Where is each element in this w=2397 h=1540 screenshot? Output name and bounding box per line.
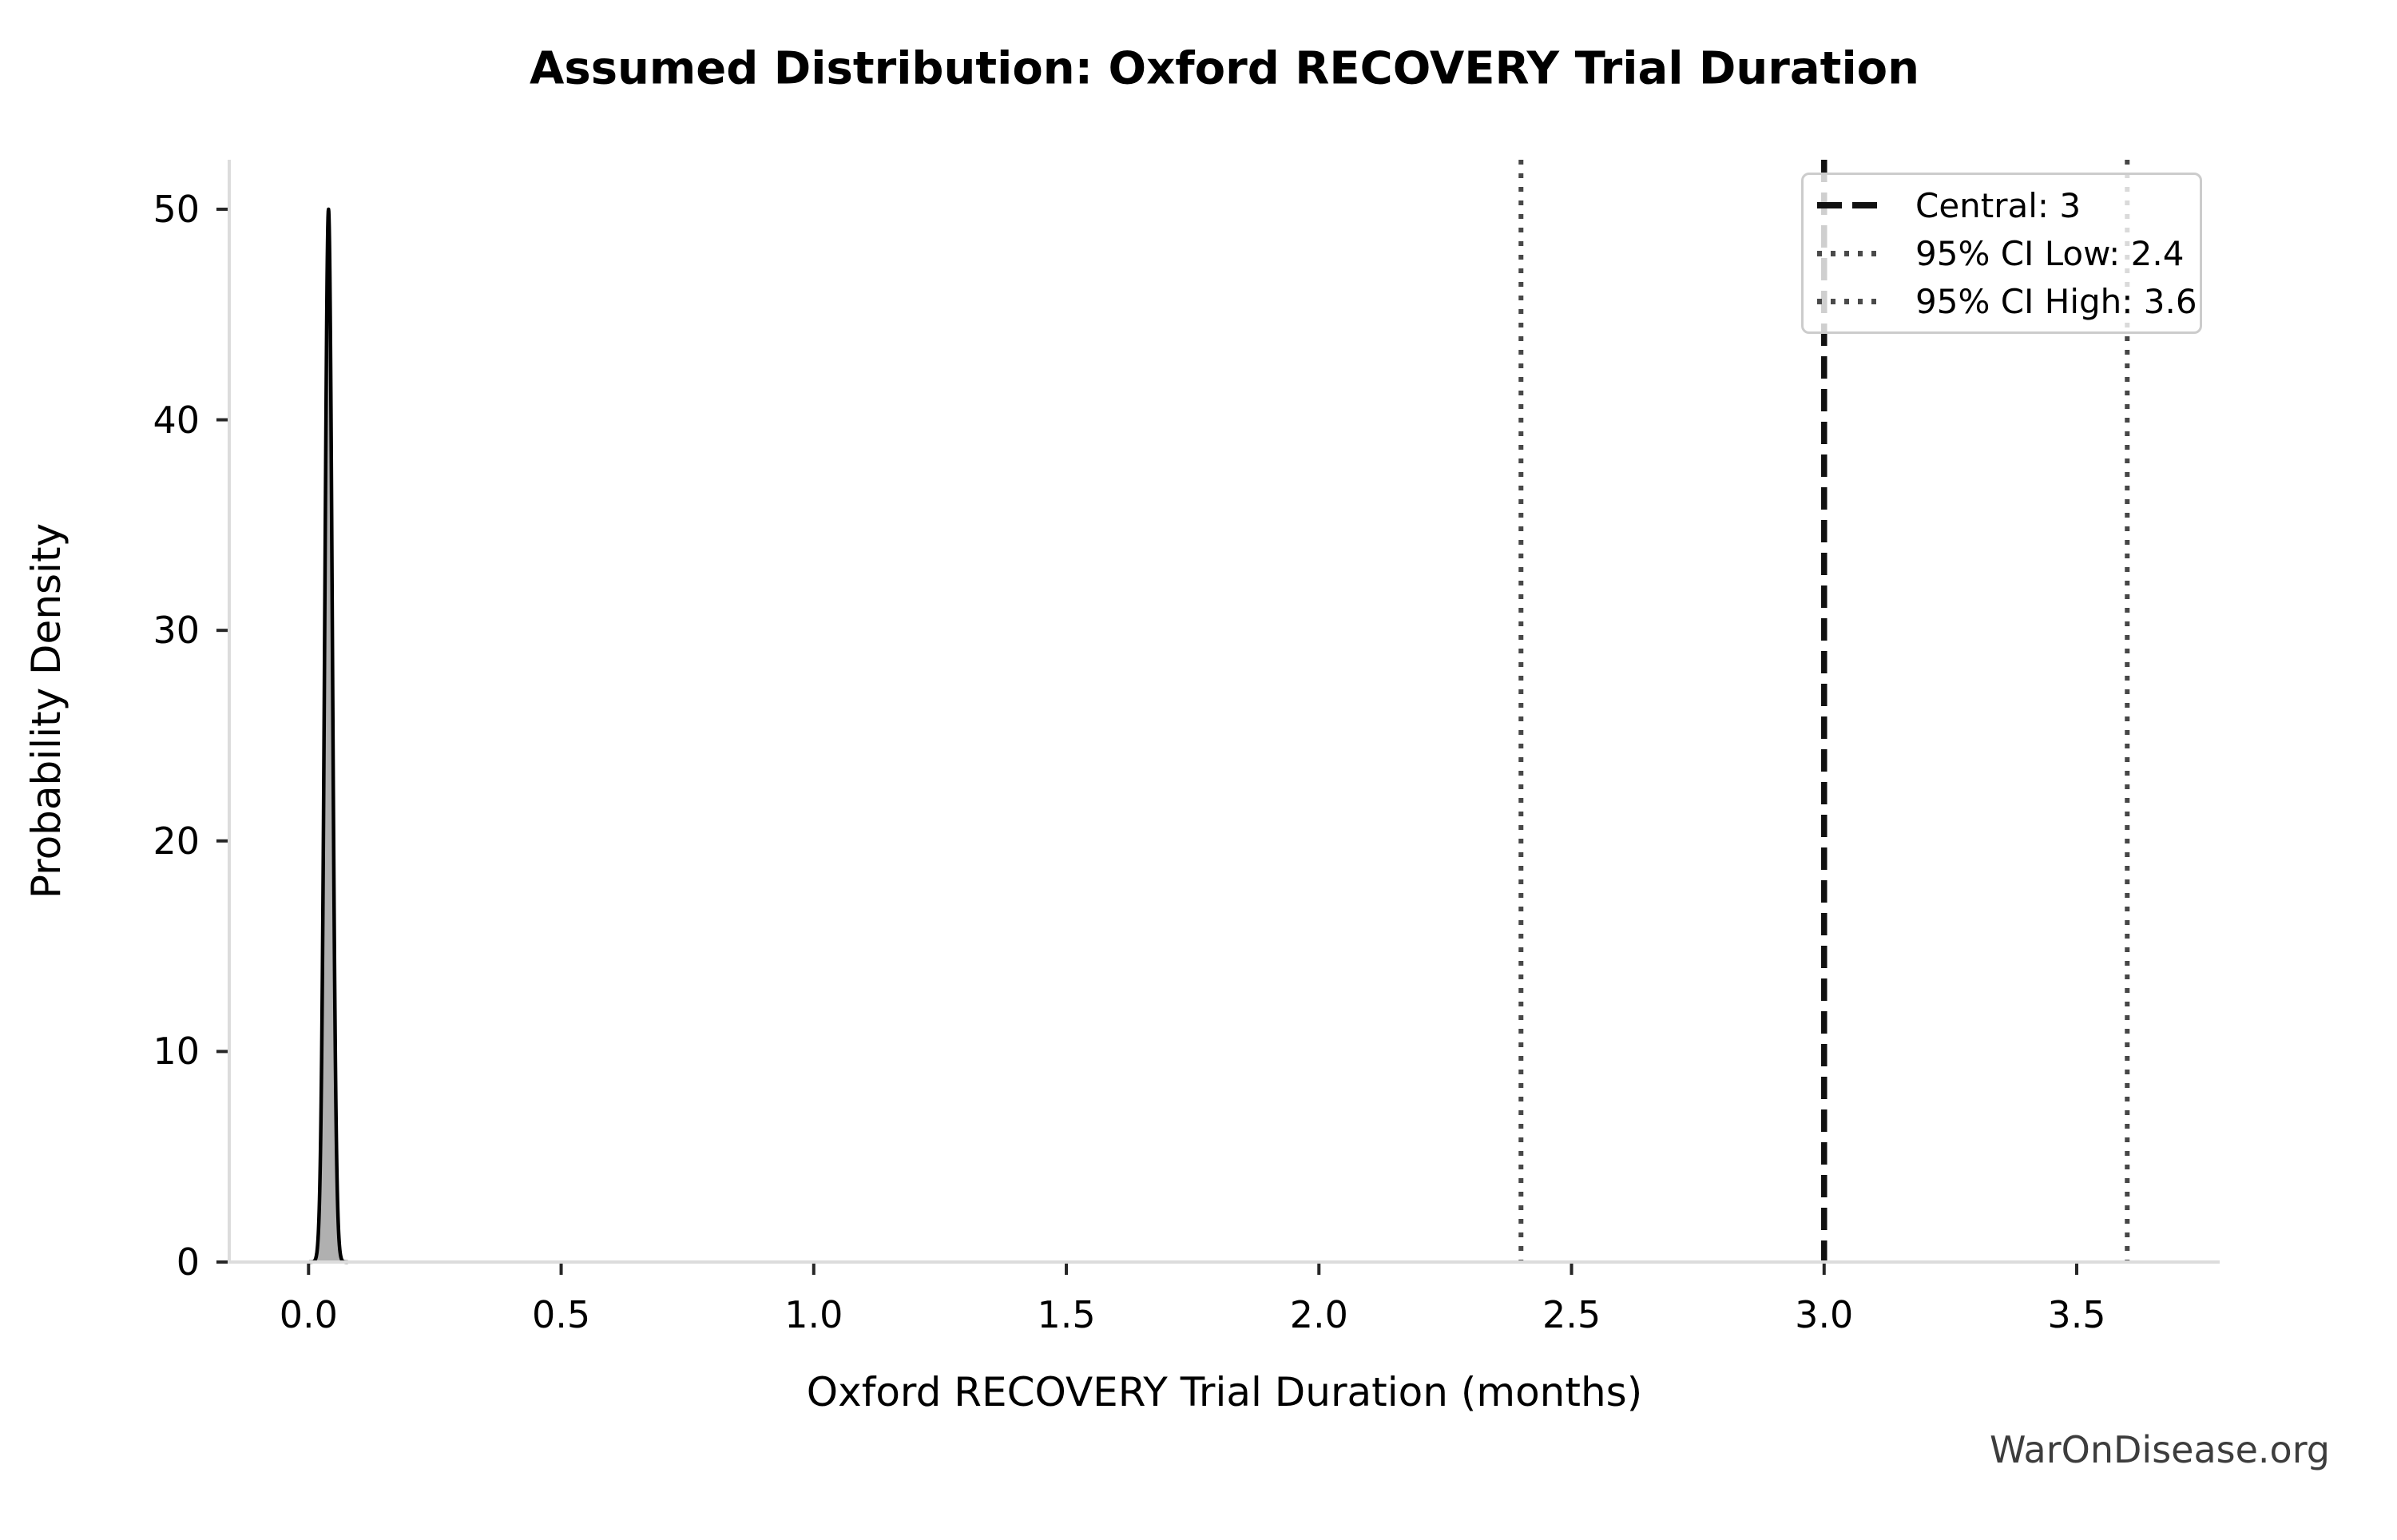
x-tick-label: 3.0	[1795, 1293, 1854, 1336]
x-tick-label: 1.5	[1037, 1293, 1096, 1336]
chart-title: Assumed Distribution: Oxford RECOVERY Tr…	[530, 42, 1919, 95]
y-tick-label: 10	[153, 1030, 200, 1074]
legend-dashed-line-sample	[1817, 202, 1879, 208]
legend-row: 95% CI Low: 2.4	[1817, 234, 2200, 273]
x-axis-label: Oxford RECOVERY Trial Duration (months)	[806, 1369, 1643, 1415]
x-tick-label: 0.5	[531, 1293, 591, 1336]
legend-label: Central: 3	[1915, 185, 2082, 225]
legend-label: 95% CI Low: 2.4	[1915, 233, 2185, 273]
y-tick-label: 40	[153, 398, 200, 442]
legend-dotted-line-sample	[1817, 250, 1879, 256]
legend: Central: 3 95% CI Low: 2.4 95% CI High: 3.…	[1801, 173, 2202, 334]
x-tick-label: 0.0	[279, 1293, 338, 1336]
density-fill	[309, 208, 347, 1263]
legend-dotted-line-sample	[1817, 298, 1879, 304]
y-tick-label: 0	[176, 1240, 200, 1284]
legend-label: 95% CI High: 3.6	[1915, 281, 2197, 321]
legend-row: Central: 3	[1817, 186, 2200, 225]
y-axis-label: Probability Density	[23, 522, 69, 899]
y-tick-label: 20	[153, 819, 200, 863]
x-tick-label: 3.5	[2047, 1293, 2106, 1336]
y-tick-label: 50	[153, 187, 200, 231]
watermark: WarOnDisease.org	[1990, 1428, 2330, 1471]
y-tick-label: 30	[153, 609, 200, 653]
x-tick-label: 2.5	[1542, 1293, 1601, 1336]
density-curve	[308, 207, 350, 1264]
x-tick-label: 1.0	[784, 1293, 843, 1336]
legend-row: 95% CI High: 3.6	[1817, 282, 2200, 321]
x-tick-label: 2.0	[1289, 1293, 1348, 1336]
